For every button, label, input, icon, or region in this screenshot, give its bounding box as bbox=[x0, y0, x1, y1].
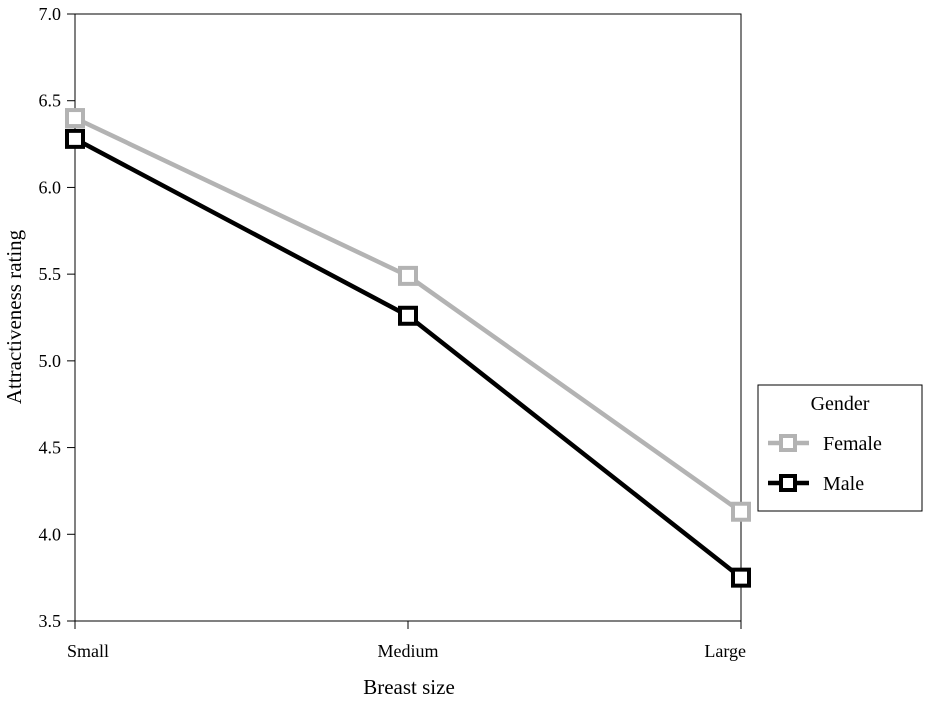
x-axis-title: Breast size bbox=[363, 675, 455, 699]
data-point-marker bbox=[65, 128, 85, 149]
legend-items: Female Male bbox=[768, 433, 882, 495]
y-tick-label: 4.0 bbox=[39, 524, 62, 544]
series-line bbox=[73, 136, 743, 580]
data-point-marker bbox=[398, 265, 418, 286]
x-tick-label: Small bbox=[67, 641, 109, 661]
legend-title: Gender bbox=[811, 393, 870, 415]
legend-swatch-marker bbox=[779, 474, 797, 492]
series-male bbox=[65, 128, 751, 588]
legend-item-female: Female bbox=[768, 433, 882, 455]
y-tick-label: 3.5 bbox=[39, 611, 62, 631]
data-point-marker bbox=[398, 305, 418, 326]
data-point-marker bbox=[65, 108, 85, 129]
legend-label: Female bbox=[823, 433, 882, 455]
y-tick-label: 4.5 bbox=[39, 438, 62, 458]
y-tick-label: 5.0 bbox=[39, 351, 62, 371]
legend-swatch-marker bbox=[779, 434, 797, 452]
x-tick-label: Large bbox=[704, 641, 746, 661]
y-tick-label: 7.0 bbox=[39, 4, 62, 24]
y-tick-label: 6.0 bbox=[39, 177, 62, 197]
legend-item-male: Male bbox=[768, 473, 864, 495]
y-axis-title: Attractiveness rating bbox=[2, 229, 26, 404]
series-layer bbox=[65, 108, 751, 588]
y-tick-label: 6.5 bbox=[39, 91, 62, 111]
legend: Gender Female Male bbox=[757, 384, 923, 512]
y-axis: 3.5 4.0 4.5 5.0 5.5 6.0 6.5 7.0 bbox=[39, 4, 75, 631]
x-tick-label: Medium bbox=[378, 641, 439, 661]
data-point-marker bbox=[731, 501, 751, 522]
series-female bbox=[65, 108, 751, 522]
x-axis: Small Medium Large bbox=[67, 621, 746, 661]
y-tick-label: 5.5 bbox=[39, 264, 62, 284]
legend-label: Male bbox=[823, 473, 864, 495]
data-point-marker bbox=[731, 567, 751, 588]
